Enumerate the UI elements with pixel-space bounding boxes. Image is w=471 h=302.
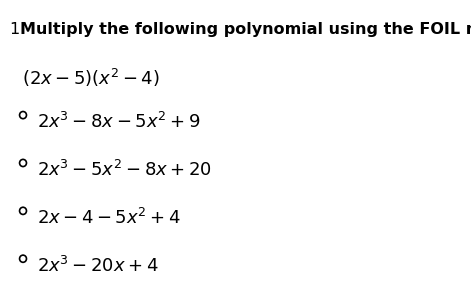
Text: 1.: 1. <box>10 22 31 37</box>
Text: $2x^3 - 8x - 5x^2 + 9$: $2x^3 - 8x - 5x^2 + 9$ <box>37 112 201 132</box>
Text: $2x - 4 - 5x^2 + 4$: $2x - 4 - 5x^2 + 4$ <box>37 208 181 228</box>
Text: $2x^3 - 5x^2 - 8x + 20$: $2x^3 - 5x^2 - 8x + 20$ <box>37 160 212 180</box>
Text: Multiply the following polynomial using the FOIL method.: Multiply the following polynomial using … <box>20 22 471 37</box>
Text: $2x^3 - 20x + 4$: $2x^3 - 20x + 4$ <box>37 256 159 276</box>
Text: $(2x - 5)(x^2 - 4)$: $(2x - 5)(x^2 - 4)$ <box>22 67 159 89</box>
